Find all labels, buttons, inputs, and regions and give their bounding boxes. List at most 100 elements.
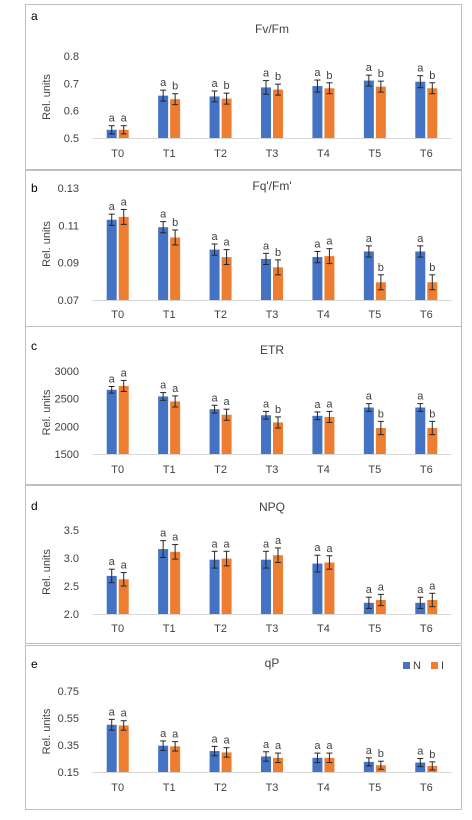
significance-letter: a	[417, 746, 424, 758]
x-tick-label: T4	[317, 782, 330, 794]
bar-N-T0	[106, 575, 117, 614]
x-tick-label: T3	[266, 464, 279, 476]
chart-title: Fv/Fm	[255, 22, 289, 36]
bar-N-T3	[261, 258, 271, 300]
bar-N-T0	[106, 219, 117, 300]
x-tick-label: T3	[266, 148, 279, 160]
bar-N-T5	[363, 251, 374, 300]
significance-letter: b	[429, 749, 435, 761]
x-tick-label: T6	[420, 148, 433, 160]
y-axis-label: Rel. units	[41, 549, 53, 595]
significance-letter: a	[109, 556, 116, 568]
significance-letter: a	[212, 231, 219, 243]
x-tick-label: T6	[420, 309, 433, 321]
bar-N-T4	[312, 415, 323, 454]
bar-N-T6	[415, 407, 426, 454]
significance-letter: a	[366, 62, 373, 74]
significance-letter: a	[109, 201, 116, 213]
significance-letter: a	[121, 560, 128, 572]
y-tick-label: 3000	[55, 366, 79, 378]
significance-letter: a	[275, 535, 282, 547]
significance-letter: a	[314, 542, 321, 554]
significance-letter: a	[417, 233, 424, 245]
x-tick-label: T4	[317, 148, 330, 160]
bar-N-T2	[209, 751, 220, 772]
y-tick-label: 2.5	[64, 581, 79, 593]
y-tick-label: 0.09	[58, 258, 79, 270]
bar-N-T1	[158, 745, 169, 772]
x-tick-label: T2	[214, 148, 227, 160]
significance-letter: a	[263, 739, 270, 751]
bar-N-T5	[363, 407, 374, 454]
bar-N-T2	[209, 559, 220, 614]
bar-I-T4	[324, 416, 335, 454]
significance-letter: a	[366, 745, 373, 757]
y-tick-label: 0.75	[58, 686, 79, 698]
significance-letter: a	[417, 584, 424, 596]
bar-I-T2	[221, 558, 232, 614]
y-tick-label: 3.5	[64, 525, 79, 537]
x-tick-label: T0	[111, 782, 124, 794]
y-tick-label: 0.7	[64, 78, 79, 90]
significance-letter: a	[366, 584, 373, 596]
significance-letter: b	[378, 68, 384, 80]
significance-letter: b	[275, 71, 281, 83]
y-tick-label: 2.0	[64, 609, 79, 621]
significance-letter: a	[224, 735, 231, 747]
y-axis-label: Rel. units	[41, 389, 53, 435]
panel-label: c	[31, 339, 37, 353]
bar-N-T1	[158, 95, 169, 138]
bar-I-T0	[118, 216, 129, 300]
bar-N-T3	[261, 87, 271, 138]
bar-I-T5	[375, 282, 386, 300]
bar-N-T2	[209, 96, 220, 138]
significance-letter: a	[429, 580, 436, 592]
significance-letter: b	[378, 748, 384, 760]
bar-I-T1	[170, 237, 181, 300]
significance-letter: a	[314, 67, 321, 79]
significance-letter: a	[160, 77, 167, 89]
y-tick-label: 2500	[55, 394, 79, 406]
legend-swatch-N	[403, 662, 410, 669]
bar-I-T6	[427, 282, 438, 300]
bar-I-T3	[273, 267, 283, 300]
bar-N-T1	[158, 549, 169, 614]
significance-letter: b	[326, 70, 332, 82]
bar-I-T6	[427, 427, 438, 454]
x-tick-label: T2	[214, 309, 227, 321]
panel-frame	[25, 645, 462, 810]
legend-label-N: N	[413, 660, 421, 672]
bar-N-T1	[158, 396, 169, 454]
bar-N-T6	[415, 762, 426, 772]
significance-letter: b	[429, 262, 435, 274]
significance-letter: a	[212, 392, 219, 404]
y-axis-label: Rel. units	[41, 708, 53, 754]
y-tick-label: 3.0	[64, 553, 79, 565]
bar-N-T0	[106, 724, 117, 772]
x-tick-label: T5	[368, 148, 381, 160]
bar-I-T4	[324, 256, 335, 300]
significance-letter: a	[263, 398, 270, 410]
bar-I-T3	[273, 555, 283, 614]
significance-letter: a	[326, 398, 333, 410]
x-tick-label: T0	[111, 464, 124, 476]
y-tick-label: 0.11	[58, 220, 79, 232]
bar-N-T4	[312, 563, 323, 614]
bar-N-T2	[209, 409, 220, 454]
significance-letter: a	[160, 380, 167, 392]
y-tick-label: 0.55	[58, 713, 79, 725]
bar-N-T5	[363, 80, 374, 138]
significance-letter: a	[378, 581, 385, 593]
legend-label-I: I	[441, 660, 444, 672]
legend-swatch-I	[431, 662, 438, 669]
significance-letter: a	[172, 383, 179, 395]
bar-I-T5	[375, 427, 386, 454]
significance-letter: a	[172, 729, 179, 741]
